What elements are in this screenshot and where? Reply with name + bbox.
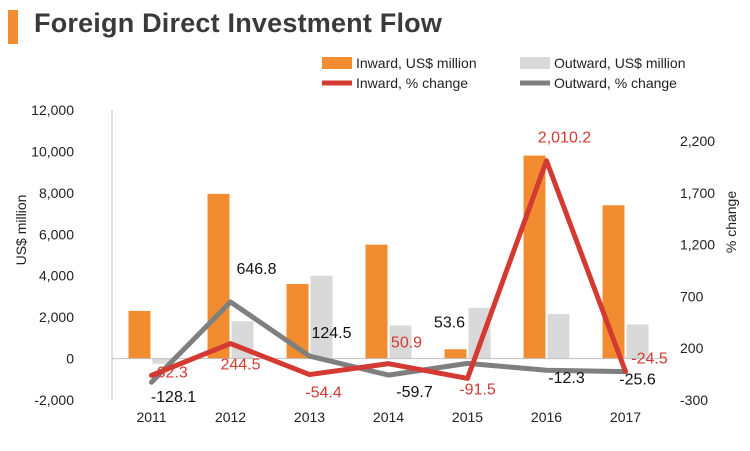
data-label-inward-pct: -62.3 — [151, 364, 188, 381]
x-tick-label: 2011 — [136, 409, 166, 425]
bar-inward — [365, 244, 388, 359]
y-tick-label: 4,000 — [39, 268, 74, 284]
y-tick-label: 10,000 — [31, 143, 74, 159]
title-accent-bar — [8, 10, 18, 44]
y2-tick-label: 700 — [680, 288, 704, 304]
data-label-inward-pct: 2,010.2 — [538, 130, 591, 147]
x-tick-label: 2013 — [294, 409, 325, 425]
y2-tick-label: -300 — [680, 392, 708, 408]
legend-label: Outward, US$ million — [554, 55, 686, 71]
data-label-outward-pct: 646.8 — [236, 261, 276, 278]
data-label-inward-pct: 244.5 — [220, 357, 260, 374]
data-label-outward-pct: -12.3 — [548, 370, 585, 387]
x-tick-label: 2017 — [610, 409, 641, 425]
y2-tick-label: 200 — [680, 340, 704, 356]
y2-tick-label: 2,200 — [680, 133, 715, 149]
line-inward-pct-change — [149, 158, 628, 381]
data-label-inward-pct: -54.4 — [305, 385, 342, 402]
bar-outward — [310, 275, 333, 359]
y-tick-label: 8,000 — [39, 185, 74, 201]
data-label-outward-pct: -128.1 — [151, 389, 196, 406]
y-tick-label: 0 — [66, 351, 74, 367]
data-label-outward-pct: -25.6 — [619, 372, 656, 389]
y-tick-label: 12,000 — [31, 102, 74, 118]
data-label-inward-pct: -91.5 — [459, 381, 496, 398]
legend-label: Inward, % change — [356, 75, 468, 91]
legend-label: Inward, US$ million — [356, 55, 477, 71]
x-tick-label: 2016 — [531, 409, 562, 425]
bar-inward — [128, 310, 151, 359]
bar-outward — [547, 314, 570, 359]
bar-outward — [468, 307, 491, 359]
y-tick-label: 2,000 — [39, 309, 74, 325]
bar-inward — [286, 284, 309, 359]
bar-inward — [207, 193, 230, 359]
x-tick-label: 2014 — [373, 409, 404, 425]
y2-tick-label: 1,200 — [680, 237, 715, 253]
legend-label: Outward, % change — [554, 75, 677, 91]
y2-tick-label: 1,700 — [680, 185, 715, 201]
bar-outward — [152, 358, 175, 364]
y-tick-label: 6,000 — [39, 226, 74, 242]
data-label-outward-pct: 124.5 — [311, 325, 351, 342]
line-outward-pct-change — [149, 299, 628, 385]
data-label-outward-pct: 53.6 — [434, 314, 465, 331]
y-axis-title: US$ million — [13, 195, 29, 266]
y-tick-label: -2,000 — [34, 392, 74, 408]
bar-inward — [444, 349, 467, 359]
bar-outward — [389, 325, 412, 359]
y2-axis-title: % change — [723, 191, 739, 253]
x-tick-label: 2015 — [452, 409, 483, 425]
bar-inward — [523, 155, 546, 359]
bar-outward — [626, 324, 649, 359]
data-label-outward-pct: -59.7 — [396, 384, 433, 401]
chart-title: Foreign Direct Investment Flow — [34, 8, 443, 38]
x-tick-label: 2012 — [215, 409, 246, 425]
data-label-inward-pct: -24.5 — [631, 350, 668, 367]
legend-swatch-inward-bar — [322, 57, 352, 69]
data-label-inward-pct: 50.9 — [391, 335, 422, 352]
legend-swatch-outward-bar — [520, 57, 550, 69]
